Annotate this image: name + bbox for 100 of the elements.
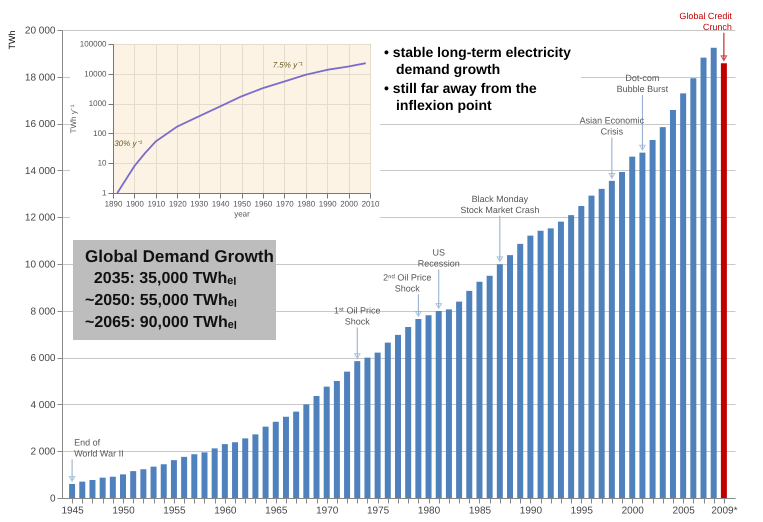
y-tick-label: 4 000 bbox=[30, 400, 56, 411]
x-tick-label: 1960 bbox=[214, 506, 237, 516]
bar bbox=[293, 412, 300, 498]
annotation: 2ⁿᵈ Oil Price Shock bbox=[383, 272, 432, 294]
x-tick-label: 1930 bbox=[190, 200, 209, 208]
bar bbox=[690, 78, 696, 498]
x-tick-label: 1960 bbox=[254, 200, 273, 208]
bar bbox=[527, 236, 534, 498]
bar bbox=[89, 480, 96, 498]
bar bbox=[680, 93, 686, 498]
x-tick-label: 2009* bbox=[711, 506, 738, 516]
bar bbox=[232, 442, 238, 498]
annotation: • still far away from the inflexion point bbox=[384, 80, 538, 114]
bar bbox=[354, 361, 360, 498]
bar bbox=[303, 404, 310, 498]
bar bbox=[272, 422, 279, 498]
bar bbox=[710, 48, 717, 498]
x-tick-label: 1985 bbox=[468, 506, 492, 516]
x-tick-label: 2005 bbox=[672, 506, 696, 516]
annotation: 30% y⁻¹ bbox=[114, 138, 142, 148]
x-tick-label: 1940 bbox=[212, 200, 230, 208]
bar bbox=[69, 484, 76, 498]
annotation: Global Demand Growth 2035: 35,000 TWhₑₗ ~2050: 55,000 TWhₑₗ ~2065: 90,000 TWhₑₗ bbox=[85, 246, 275, 333]
bar bbox=[660, 127, 666, 498]
y-tick-label: 100000 bbox=[80, 40, 108, 48]
x-tick-label: 1910 bbox=[147, 200, 166, 208]
y-tick-label: 100 bbox=[93, 128, 108, 138]
bar bbox=[140, 469, 146, 498]
bar bbox=[79, 482, 86, 498]
y-tick-label: 12 000 bbox=[24, 212, 56, 224]
bar bbox=[426, 315, 432, 498]
x-tick-label: 1990 bbox=[318, 200, 338, 208]
bar bbox=[548, 228, 554, 498]
annotation: End of World War II bbox=[74, 437, 124, 458]
bar bbox=[415, 318, 422, 498]
bar bbox=[517, 244, 524, 498]
x-tick-label: 1955 bbox=[163, 506, 186, 516]
bar bbox=[405, 326, 412, 498]
bar bbox=[568, 215, 574, 498]
bar bbox=[181, 456, 188, 498]
x-tick-label: 1900 bbox=[126, 200, 144, 208]
bar bbox=[588, 196, 594, 498]
bar bbox=[436, 311, 442, 498]
note-box: Global Demand Growth 2035: 35,000 TWhₑₗ ~2050: 55,000 TWhₑₗ ~2065: 90,000 TWhₑₗ bbox=[73, 240, 276, 340]
x-tick-label: 1890 bbox=[104, 200, 123, 208]
bar bbox=[191, 454, 198, 498]
annotation: 7.5% y⁻¹ bbox=[272, 60, 304, 70]
x-tick-label: 1980 bbox=[297, 200, 316, 208]
y-axis-title: TWh y⁻¹ bbox=[68, 104, 78, 134]
annotation: • stable long-term electricity demand growth bbox=[384, 44, 572, 78]
bar bbox=[252, 434, 258, 498]
y-tick-label: 10000 bbox=[84, 69, 108, 78]
bar bbox=[619, 172, 626, 498]
bar bbox=[384, 342, 391, 498]
y-tick-label: 0 bbox=[50, 494, 56, 504]
bar bbox=[160, 464, 167, 498]
x-tick-label: 1975 bbox=[366, 506, 390, 516]
y-tick-label: 2 000 bbox=[30, 446, 56, 458]
y-tick-label: 10 bbox=[98, 158, 108, 168]
bar bbox=[170, 460, 177, 498]
annotation: Black Monday Stock Market Crash bbox=[460, 194, 540, 215]
annotation: Global Credit Crunch bbox=[679, 10, 732, 32]
y-tick-label: 18 000 bbox=[24, 72, 56, 84]
bar bbox=[374, 352, 381, 498]
line-series bbox=[116, 62, 367, 194]
bar bbox=[456, 302, 462, 498]
bar bbox=[507, 255, 514, 498]
x-tick-label: 1990 bbox=[520, 506, 542, 516]
y-tick-label: 14 000 bbox=[24, 166, 56, 177]
x-tick-label: 1950 bbox=[233, 200, 252, 208]
x-tick-label: 1980 bbox=[418, 506, 441, 516]
bar bbox=[242, 438, 248, 498]
bar bbox=[486, 276, 493, 498]
x-tick-label: 1970 bbox=[276, 200, 294, 208]
y-tick-label: 10 000 bbox=[24, 260, 56, 270]
x-tick-label: 1970 bbox=[316, 506, 339, 516]
y-tick-label: 6 000 bbox=[30, 353, 56, 364]
bar bbox=[262, 426, 269, 498]
bar bbox=[394, 334, 401, 498]
bar bbox=[324, 386, 330, 498]
bar bbox=[100, 478, 106, 498]
bar bbox=[538, 230, 544, 498]
bar bbox=[201, 452, 208, 498]
bar bbox=[670, 110, 676, 498]
bar bbox=[282, 416, 289, 498]
bar bbox=[496, 264, 503, 498]
x-tick-label: 1965 bbox=[265, 506, 288, 516]
x-tick-label: 1920 bbox=[168, 200, 188, 208]
y-tick-label: 16 000 bbox=[24, 119, 56, 130]
y-tick-label: 1 bbox=[102, 188, 108, 198]
x-tick-label: 2000 bbox=[340, 200, 359, 208]
x-tick-label: 1950 bbox=[112, 506, 136, 516]
bar bbox=[558, 222, 564, 498]
y-axis-title: TWh bbox=[6, 30, 17, 50]
y-tick-label: 1000 bbox=[88, 99, 108, 108]
bar bbox=[446, 309, 452, 498]
x-axis-title: year bbox=[234, 210, 250, 218]
bar bbox=[476, 282, 482, 498]
bar bbox=[222, 444, 228, 498]
bar bbox=[466, 290, 472, 498]
